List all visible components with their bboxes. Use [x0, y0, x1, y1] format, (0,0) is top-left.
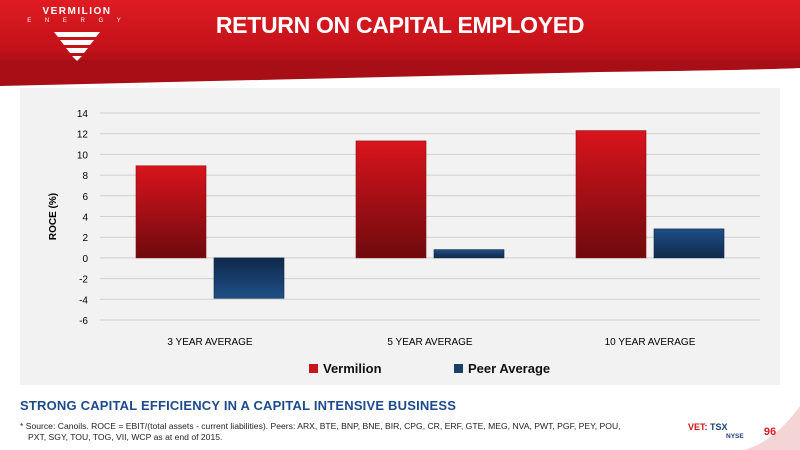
roce-bar-chart: 14 12 10 8 6 4 2 0 -2 -4 -6 ROCE (%) 3 YEAR AVERAGE 5…: [48, 109, 760, 348]
bar-vermilion: [575, 130, 647, 259]
x-category-label: 10 YEAR AVERAGE: [605, 337, 696, 348]
bar-peer-average: [653, 228, 725, 259]
footnote-line-2: PXT, SGY, TOU, TOG, VII, WCP as at end o…: [28, 432, 223, 442]
y-tick-label: 8: [82, 171, 88, 182]
legend-swatch-vermilion: [309, 363, 318, 373]
y-tick-label: 14: [77, 109, 89, 120]
logo-subtitle: E N E R G Y: [27, 18, 127, 24]
footnote: * Source: Canoils. ROCE = EBIT/(total as…: [20, 421, 660, 443]
ticker-nyse: NYSE: [726, 433, 744, 440]
chart-panel: 14 12 10 8 6 4 2 0 -2 -4 -6 ROCE (%) 3 YEAR AVERAGE 5…: [20, 88, 780, 385]
legend-item-vermilion: Vermilion: [309, 358, 382, 378]
y-tick-label: 10: [77, 150, 89, 161]
page-number: 96: [763, 426, 777, 438]
bar-peer-average: [433, 249, 505, 259]
y-tick-label: -2: [79, 275, 88, 286]
y-tick-label: 0: [82, 254, 88, 265]
bar-vermilion: [355, 140, 427, 259]
x-category-label: 3 YEAR AVERAGE: [167, 337, 253, 348]
bar-vermilion: [135, 165, 207, 259]
page-title: RETURN ON CAPITAL EMPLOYED: [215, 12, 585, 38]
tagline: STRONG CAPITAL EFFICIENCY IN A CAPITAL I…: [20, 398, 457, 413]
y-tick-label: 4: [82, 213, 88, 224]
chart-legend: Vermilion Peer Average: [20, 358, 780, 378]
y-tick-label: 12: [77, 130, 89, 141]
logo-mark-icon: [54, 32, 100, 61]
page-corner-decoration: [744, 406, 800, 450]
legend-swatch-peer-average: [454, 363, 463, 373]
legend-item-peer-average: Peer Average: [454, 358, 550, 378]
y-tick-label: -4: [79, 295, 88, 306]
legend-label-peer-average: Peer Average: [468, 360, 551, 376]
header-band: [0, 0, 800, 68]
y-tick-label: 2: [82, 233, 88, 244]
y-axis-title: ROCE (%): [48, 193, 59, 240]
y-tick-label: 6: [82, 192, 88, 203]
x-category-label: 5 YEAR AVERAGE: [387, 337, 473, 348]
exchange-tickers: VET: TSX NYSE: [688, 422, 744, 440]
vermilion-logo: VERMILION E N E R G Y: [22, 6, 132, 64]
ticker-vet: VET:: [688, 422, 708, 432]
y-tick-label: -6: [79, 316, 88, 327]
ticker-tsx: TSX: [710, 422, 728, 432]
header-swoosh: [0, 60, 800, 86]
legend-label-vermilion: Vermilion: [323, 360, 382, 376]
bar-peer-average: [213, 257, 285, 299]
footnote-line-1: * Source: Canoils. ROCE = EBIT/(total as…: [20, 421, 621, 431]
logo-wordmark: VERMILION: [42, 6, 112, 17]
